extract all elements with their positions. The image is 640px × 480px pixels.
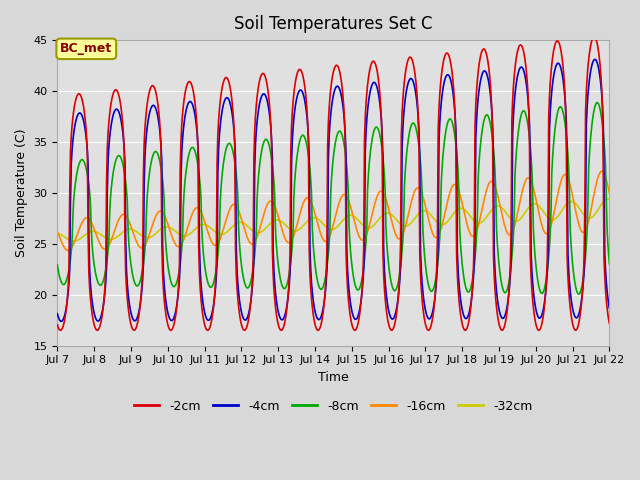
Y-axis label: Soil Temperature (C): Soil Temperature (C) (15, 129, 28, 257)
Legend: -2cm, -4cm, -8cm, -16cm, -32cm: -2cm, -4cm, -8cm, -16cm, -32cm (129, 395, 538, 418)
Title: Soil Temperatures Set C: Soil Temperatures Set C (234, 15, 433, 33)
Text: BC_met: BC_met (60, 42, 113, 55)
X-axis label: Time: Time (318, 371, 349, 384)
